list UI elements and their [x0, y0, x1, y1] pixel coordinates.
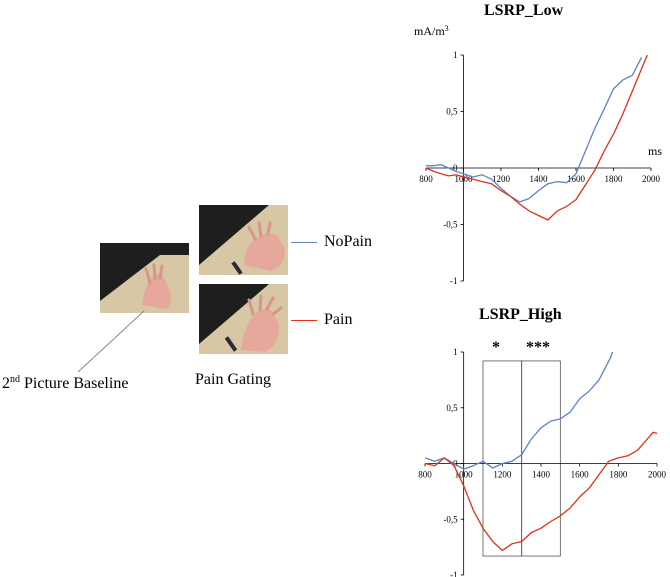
significance-box-1: [521, 360, 561, 557]
x-tick-label: 1600: [571, 470, 590, 480]
x-tick-label: 1200: [493, 470, 512, 480]
y-tick-label: 1: [453, 347, 458, 357]
sig-marker-triple: ***: [526, 339, 550, 356]
y-tick-label: 0,5: [446, 403, 458, 413]
x-tick-label: 1800: [609, 470, 628, 480]
chart-high-title: LSRP_High: [479, 306, 562, 323]
baseline-caption: 2nd Picture Baseline: [2, 371, 128, 393]
x-tick-label: 2000: [648, 470, 667, 480]
series-line-pain: [425, 54, 648, 221]
chart-low-title: LSRP_Low: [484, 2, 564, 19]
pain-photo: [199, 284, 288, 354]
nopain-photo: [199, 205, 288, 275]
series-line-pain: [424, 431, 658, 552]
y-tick-label: 1: [453, 50, 458, 60]
nopain-legend-swatch: [291, 242, 317, 243]
x-tick-label: 2000: [642, 174, 661, 184]
x-tick-label: 1000: [455, 174, 474, 184]
chart-low-ylabel-main: mA/m: [414, 24, 445, 38]
x-tick-label: 800: [419, 174, 433, 184]
y-tick-label: -0,5: [443, 220, 458, 230]
x-tick-label: 1000: [455, 470, 474, 480]
series-line-nopain: [424, 351, 614, 470]
baseline-photo: [100, 243, 189, 313]
pain-legend-label: Pain: [324, 311, 353, 328]
y-tick-label: 0: [453, 163, 458, 173]
chart-low-ylabel: mA/m3: [414, 22, 449, 38]
gating-caption: Pain Gating: [195, 371, 271, 388]
sig-marker-single: *: [492, 339, 500, 356]
y-tick-label: -0,5: [443, 514, 458, 524]
chart-low-ylabel-sup: 3: [444, 24, 449, 33]
x-tick-label: 1800: [605, 174, 624, 184]
y-tick-label: -1: [450, 276, 458, 286]
nopain-legend-label: NoPain: [324, 233, 372, 250]
x-tick-label: 1200: [492, 174, 511, 184]
y-tick-label: 0,5: [446, 107, 458, 117]
baseline-caption-num: 2: [2, 375, 10, 392]
x-tick-label: 800: [418, 470, 432, 480]
chart-low-xlabel: ms: [648, 144, 663, 158]
y-tick-label: -1: [450, 570, 458, 577]
x-tick-label: 1400: [532, 470, 551, 480]
series-line-nopain: [426, 57, 643, 203]
baseline-caption-rest: Picture Baseline: [20, 375, 129, 392]
x-tick-label: 1600: [567, 174, 586, 184]
pain-legend-swatch: [291, 320, 317, 321]
x-tick-label: 1400: [530, 174, 549, 184]
baseline-caption-sup: nd: [10, 374, 20, 385]
y-tick-label: 0: [453, 459, 458, 469]
